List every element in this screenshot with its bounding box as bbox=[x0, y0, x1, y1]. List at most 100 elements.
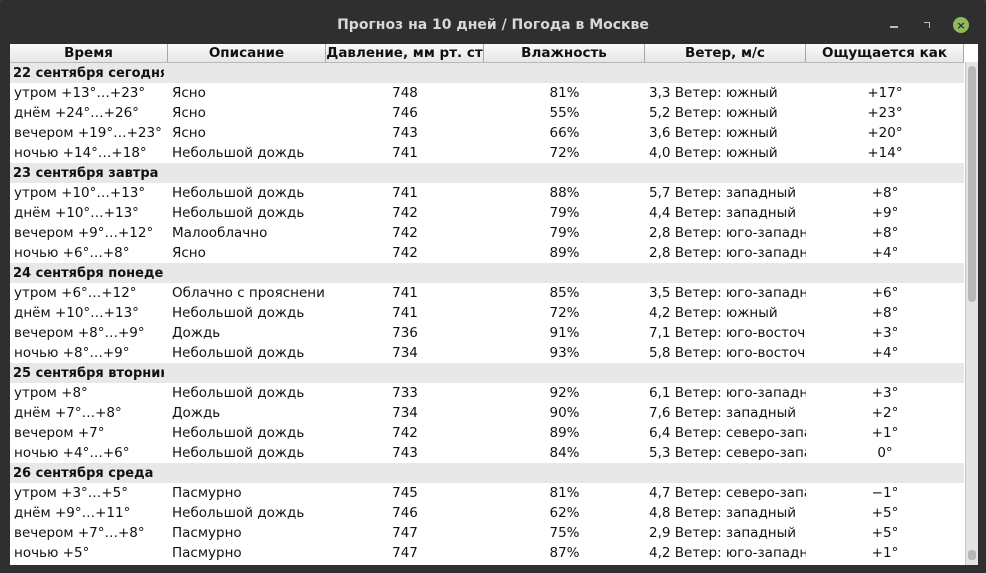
time-cell: ночью +5° bbox=[14, 545, 90, 561]
table-row[interactable]: вечером +19°…+23° Ясно 743 66% 3,6 Ветер: юж… bbox=[10, 123, 964, 143]
time-cell: утром +10°…+13° bbox=[14, 185, 146, 201]
table-row[interactable]: днём +7°…+8° Дождь 734 90% 7,6 Ветер: западн… bbox=[10, 403, 964, 423]
table-row[interactable]: днём +9°…+11° Небольшой дождь 746 62% 4,8 Ве… bbox=[10, 503, 964, 523]
wind-cell: 5,3 Ветер: северо-запа bbox=[649, 445, 806, 461]
table-row[interactable]: днём +24°…+26° Ясно 746 55% 5,2 Ветер: южный… bbox=[10, 103, 964, 123]
minimize-button[interactable] bbox=[886, 17, 902, 33]
table-row[interactable]: вечером +7° Небольшой дождь 742 89% 6,4 Вете… bbox=[10, 423, 964, 443]
table-row[interactable]: утром +6°…+12° Облачно с прояснени 741 85% 3… bbox=[10, 283, 964, 303]
forecast-table: Время Описание Давление, мм рт. ст Влажн… bbox=[10, 44, 978, 565]
table-row[interactable]: ночью +8°…+9° Небольшой дождь 734 93% 5,8 Ве… bbox=[10, 343, 964, 363]
time-cell: утром +8° bbox=[14, 385, 88, 401]
table-row[interactable]: утром +3°…+5° Пасмурно 745 81% 4,7 Ветер: се… bbox=[10, 483, 964, 503]
title-bar[interactable]: Прогноз на 10 дней / Погода в Москве × bbox=[0, 0, 986, 42]
description-cell: Небольшой дождь bbox=[172, 305, 305, 321]
table-row[interactable]: ночью +6°…+8° Ясно 742 89% 2,8 Ветер: юго-за… bbox=[10, 243, 964, 263]
humidity-cell: 92% bbox=[549, 385, 580, 401]
feels-like-cell: +17° bbox=[867, 85, 903, 101]
table-row[interactable]: вечером +8°…+9° Дождь 736 91% 7,1 Ветер: юго… bbox=[10, 323, 964, 343]
time-cell: днём +9°…+11° bbox=[14, 505, 131, 521]
feels-like-cell: +5° bbox=[871, 525, 899, 541]
description-cell: Малооблачно bbox=[172, 225, 268, 241]
humidity-cell: 89% bbox=[549, 425, 580, 441]
pressure-cell: 741 bbox=[392, 185, 418, 201]
group-header-row[interactable]: 25 сентября вторник bbox=[10, 363, 964, 383]
description-cell: Пасмурно bbox=[172, 545, 242, 561]
group-header-row[interactable]: 26 сентября среда bbox=[10, 463, 964, 483]
description-cell: Дождь bbox=[172, 325, 221, 341]
table-row[interactable]: ночью +14°…+18° Небольшой дождь 741 72% 4,0 … bbox=[10, 143, 964, 163]
feels-like-cell: +2° bbox=[871, 405, 899, 421]
column-header-time[interactable]: Время bbox=[10, 44, 168, 62]
column-header-wind[interactable]: Ветер, м/с bbox=[645, 44, 806, 62]
close-button[interactable]: × bbox=[953, 17, 969, 33]
group-label: 22 сентября сегодня bbox=[13, 65, 164, 81]
wind-cell: 2,8 Ветер: юго-западн bbox=[649, 245, 806, 261]
wind-cell: 4,0 Ветер: южный bbox=[649, 145, 778, 161]
description-cell: Небольшой дождь bbox=[172, 345, 305, 361]
pressure-cell: 747 bbox=[392, 545, 418, 561]
humidity-cell: 87% bbox=[549, 545, 580, 561]
humidity-cell: 75% bbox=[549, 525, 580, 541]
table-row[interactable]: ночью +4°…+6° Небольшой дождь 743 84% 5,3 Ве… bbox=[10, 443, 964, 463]
scrollbar-thumb[interactable] bbox=[968, 66, 976, 302]
humidity-cell: 79% bbox=[549, 225, 580, 241]
table-row[interactable]: утром +8° Небольшой дождь 733 92% 6,1 Ветер:… bbox=[10, 383, 964, 403]
vertical-scrollbar[interactable] bbox=[965, 62, 978, 565]
table-row[interactable]: вечером +7°…+8° Пасмурно 747 75% 2,9 Ветер: … bbox=[10, 523, 964, 543]
time-cell: днём +7°…+8° bbox=[14, 405, 122, 421]
window-title: Прогноз на 10 дней / Погода в Москве bbox=[337, 17, 649, 33]
wind-cell: 6,1 Ветер: юго-западн bbox=[649, 385, 806, 401]
feels-like-cell: 0° bbox=[877, 445, 893, 461]
description-cell: Небольшой дождь bbox=[172, 385, 305, 401]
time-cell: вечером +19°…+23° bbox=[14, 125, 162, 141]
group-header-row[interactable]: 24 сентября понедел bbox=[10, 263, 964, 283]
humidity-cell: 81% bbox=[549, 485, 580, 501]
pressure-cell: 741 bbox=[392, 305, 418, 321]
pressure-cell: 743 bbox=[392, 445, 418, 461]
column-header-pressure[interactable]: Давление, мм рт. ст bbox=[326, 44, 484, 62]
table-row[interactable]: днём +10°…+13° Небольшой дождь 742 79% 4,4 В… bbox=[10, 203, 964, 223]
humidity-cell: 72% bbox=[549, 305, 580, 321]
feels-like-cell: −1° bbox=[871, 485, 899, 501]
pressure-cell: 742 bbox=[392, 245, 418, 261]
time-cell: днём +24°…+26° bbox=[14, 105, 139, 121]
column-header-feels-like[interactable]: Ощущается как bbox=[806, 44, 964, 62]
time-cell: вечером +9°…+12° bbox=[14, 225, 154, 241]
table-row[interactable]: ночью +5° Пасмурно 747 87% 4,2 Ветер: юго-за… bbox=[10, 543, 964, 563]
pressure-cell: 736 bbox=[392, 325, 418, 341]
pressure-cell: 745 bbox=[392, 485, 418, 501]
wind-cell: 2,8 Ветер: юго-западн bbox=[649, 225, 806, 241]
humidity-cell: 81% bbox=[549, 85, 580, 101]
pressure-cell: 741 bbox=[392, 145, 418, 161]
maximize-button[interactable] bbox=[919, 17, 935, 33]
description-cell: Пасмурно bbox=[172, 485, 242, 501]
table-row[interactable]: утром +10°…+13° Небольшой дождь 741 88% 5,7 … bbox=[10, 183, 964, 203]
description-cell: Ясно bbox=[172, 245, 206, 261]
time-cell: днём +10°…+13° bbox=[14, 305, 139, 321]
group-header-row[interactable]: 23 сентября завтра bbox=[10, 163, 964, 183]
column-header-humidity[interactable]: Влажность bbox=[484, 44, 645, 62]
table-body: 22 сентября сегодня утром +13°…+23° Ясно 74… bbox=[10, 63, 964, 563]
wind-cell: 4,4 Ветер: западный bbox=[649, 205, 797, 221]
pressure-cell: 742 bbox=[392, 225, 418, 241]
table-row[interactable]: вечером +9°…+12° Малооблачно 742 79% 2,8 Вет… bbox=[10, 223, 964, 243]
description-cell: Ясно bbox=[172, 105, 206, 121]
wind-cell: 4,7 Ветер: северо-запа bbox=[649, 485, 806, 501]
time-cell: днём +10°…+13° bbox=[14, 205, 139, 221]
table-row[interactable]: утром +13°…+23° Ясно 748 81% 3,3 Ветер: южны… bbox=[10, 83, 964, 103]
humidity-cell: 66% bbox=[549, 125, 580, 141]
wind-cell: 7,1 Ветер: юго-восточ bbox=[649, 325, 806, 341]
feels-like-cell: +3° bbox=[871, 385, 899, 401]
table-row[interactable]: днём +10°…+13° Небольшой дождь 741 72% 4,2 В… bbox=[10, 303, 964, 323]
wind-cell: 2,9 Ветер: западный bbox=[649, 525, 797, 541]
time-cell: утром +3°…+5° bbox=[14, 485, 128, 501]
column-header-description[interactable]: Описание bbox=[168, 44, 326, 62]
humidity-cell: 84% bbox=[549, 445, 580, 461]
feels-like-cell: +1° bbox=[871, 545, 899, 561]
humidity-cell: 72% bbox=[549, 145, 580, 161]
feels-like-cell: +8° bbox=[871, 305, 899, 321]
wind-cell: 3,3 Ветер: южный bbox=[649, 85, 778, 101]
group-header-row[interactable]: 22 сентября сегодня bbox=[10, 63, 964, 83]
